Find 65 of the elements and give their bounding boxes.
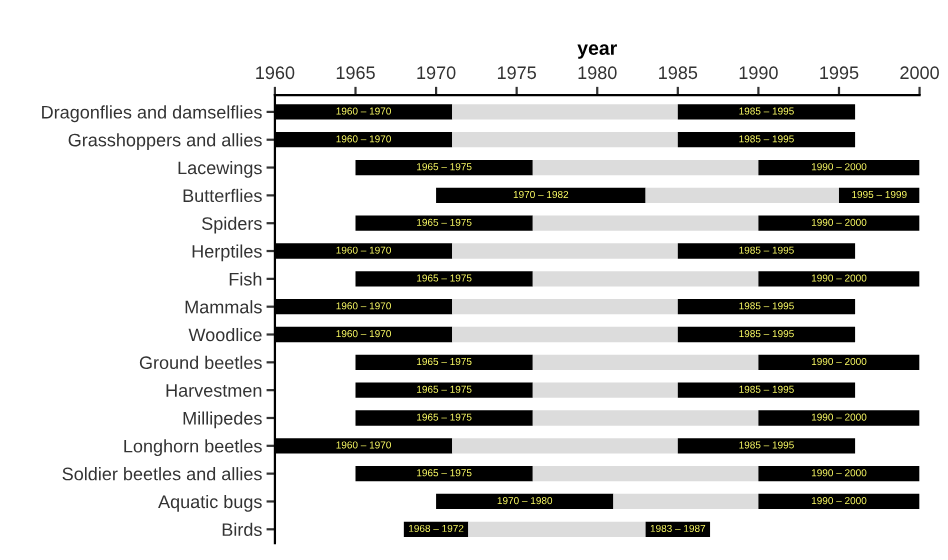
bar xyxy=(436,187,646,204)
bar xyxy=(677,132,856,148)
bar xyxy=(677,243,856,259)
bar xyxy=(532,410,759,426)
bar xyxy=(468,521,646,537)
y-tick-label: Grasshoppers and allies xyxy=(68,133,262,151)
bar xyxy=(532,465,759,482)
x-tick-label: 1970 xyxy=(417,66,456,80)
bar xyxy=(645,187,839,204)
x-tick-label: 2000 xyxy=(900,66,939,80)
y-tick-label: Longhorn beetles xyxy=(124,439,262,457)
y-tick-label: Lacewings xyxy=(178,161,262,178)
bar xyxy=(532,271,759,287)
y-tick-label: Aquatic bugs xyxy=(158,494,262,512)
bar xyxy=(758,465,920,482)
bar xyxy=(452,299,678,315)
bar xyxy=(452,326,678,343)
y-tick-label: Soldier beetles and allies xyxy=(62,467,262,481)
y-tick-label: Harvestmen xyxy=(166,384,262,397)
y-tick-label: Mammals xyxy=(185,300,262,314)
bar xyxy=(355,159,533,176)
y-tick-label: Millipedes xyxy=(183,411,262,429)
bar xyxy=(532,159,759,176)
bar xyxy=(758,354,920,370)
x-tick-label: 1990 xyxy=(739,66,778,80)
bar xyxy=(677,104,856,120)
bar xyxy=(613,493,759,510)
bar xyxy=(758,271,920,287)
bar xyxy=(532,382,678,398)
y-tick-label: Spiders xyxy=(202,216,262,234)
bar xyxy=(452,438,678,454)
y-tick-label: Woodlice xyxy=(188,327,262,342)
x-tick-label: 1975 xyxy=(497,66,536,80)
bar xyxy=(677,438,856,454)
bar xyxy=(355,354,533,370)
bar xyxy=(436,493,614,510)
x-tick-label: 1960 xyxy=(256,66,295,80)
bar xyxy=(355,410,533,426)
bar xyxy=(452,104,678,120)
x-tick-label: 1995 xyxy=(820,66,859,80)
bar xyxy=(355,465,533,482)
bar xyxy=(758,215,920,231)
y-tick-label: Butterflies xyxy=(183,188,262,203)
y-tick-label: Birds xyxy=(222,522,262,537)
bar xyxy=(355,271,533,287)
bar xyxy=(532,215,759,231)
y-tick-label: Herptiles xyxy=(192,244,262,262)
x-tick-label: 1985 xyxy=(659,66,698,80)
y-tick-label: Ground beetles xyxy=(139,355,262,370)
bar xyxy=(452,132,678,148)
bar xyxy=(677,382,856,398)
bar xyxy=(758,410,920,426)
x-tick-label: 1965 xyxy=(336,66,375,80)
bar xyxy=(355,215,533,231)
bar xyxy=(355,382,533,398)
y-tick-label: Fish xyxy=(229,272,262,286)
x-tick-label: 1980 xyxy=(578,66,617,80)
bar xyxy=(758,493,920,510)
y-tick-label: Dragonflies and damselflies xyxy=(42,105,262,123)
bar xyxy=(677,326,856,343)
bar xyxy=(532,354,759,370)
bar xyxy=(758,159,920,176)
bar xyxy=(452,243,678,259)
bar xyxy=(677,299,856,315)
x-axis-title: year xyxy=(577,44,617,59)
